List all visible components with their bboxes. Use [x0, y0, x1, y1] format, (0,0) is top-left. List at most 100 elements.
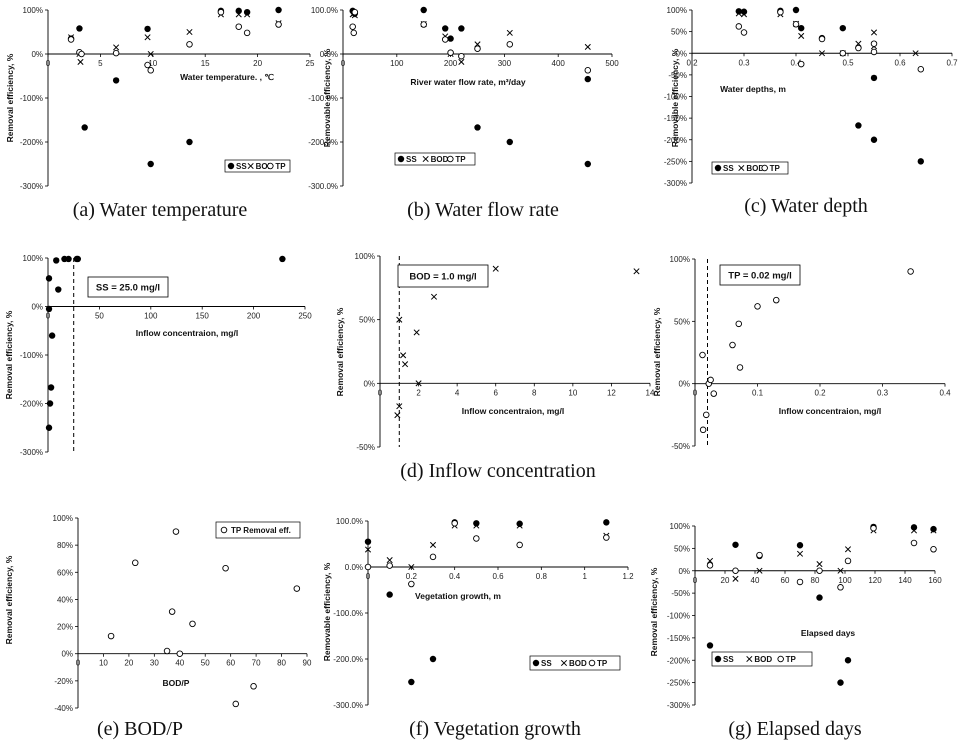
data-point [735, 8, 742, 15]
data-point [420, 21, 427, 28]
data-point [796, 542, 804, 549]
legend-label: TP [275, 162, 286, 171]
y-tick-label: 60% [57, 568, 73, 577]
x-tick-label: 200 [444, 59, 458, 68]
data-point [754, 303, 761, 310]
data-point [837, 567, 844, 574]
x-tick-label: 0.6 [894, 58, 906, 67]
data-point [506, 138, 513, 146]
x-tick-label: 140 [898, 576, 912, 585]
y-tick-label: -100% [20, 94, 43, 103]
data-point [492, 265, 499, 272]
legend-marker [746, 655, 753, 663]
y-tick-label: -300.0% [333, 701, 363, 710]
x-tick-label: 150 [196, 312, 210, 321]
x-tick-label: 60 [781, 576, 790, 585]
threshold-label: SS = 25.0 mg/l [96, 283, 160, 294]
data-point [394, 412, 401, 419]
data-point [45, 424, 53, 431]
data-point [474, 45, 481, 52]
x-tick-label: 30 [150, 659, 159, 668]
x-tick-label: 1.2 [622, 572, 634, 581]
y-axis-label: Removal efficiency, % [5, 53, 15, 142]
data-point [244, 11, 251, 18]
x-tick-label: 20 [721, 576, 730, 585]
legend-label: BOD [256, 162, 274, 171]
data-point [917, 158, 924, 165]
chart-b: -300.0% -200.0% -100.0% 0.0% 100.0% 0 100 200 30… [308, 6, 619, 221]
data-point [81, 124, 88, 131]
data-point [798, 32, 805, 40]
data-point [293, 585, 301, 592]
data-point [168, 608, 176, 615]
y-tick-label: -150% [667, 634, 690, 643]
x-tick-label: 120 [868, 576, 882, 585]
y-tick-label: 0% [678, 380, 690, 389]
data-point [732, 567, 739, 575]
data-point [797, 60, 805, 68]
x-tick-label: 0.3 [738, 58, 750, 67]
data-point [53, 257, 60, 264]
series-bod [394, 265, 640, 419]
data-point [396, 316, 403, 323]
data-point [912, 50, 919, 57]
data-point [773, 296, 780, 304]
y-tick-label: -50% [356, 443, 375, 452]
y-tick-label: -200% [20, 400, 43, 409]
legend-marker [227, 162, 235, 170]
legend-label: TP [597, 659, 608, 668]
legend-marker [714, 655, 722, 663]
x-tick-label: 0.5 [842, 58, 854, 67]
y-tick-label: 100% [355, 252, 375, 261]
y-axis-label: Removable efficiency, % [322, 562, 332, 661]
data-point [351, 8, 359, 16]
data-point [147, 50, 154, 58]
chart-c: -300% -250% -200% -150% -100% -50% 0% 50% 100% 0.… [664, 6, 958, 217]
x-tick-label: 0.3 [877, 389, 889, 398]
panel-caption: (e) BOD/P [97, 718, 183, 740]
data-point [855, 122, 862, 129]
y-tick-label: 50% [671, 28, 687, 37]
data-point [112, 49, 120, 57]
chart-a: -300% -200% -100% 0% 100% 0 5 10 15 20 25 Water tem… [5, 6, 315, 221]
x-tick-label: 0 [366, 572, 371, 581]
data-point [176, 650, 184, 657]
data-point [396, 403, 403, 410]
data-point [364, 546, 372, 553]
data-point [917, 66, 925, 73]
data-point [816, 567, 823, 575]
data-point [844, 557, 852, 565]
data-point [474, 124, 481, 131]
y-tick-label: -300% [664, 179, 687, 188]
data-point [113, 44, 120, 51]
data-point [447, 35, 454, 42]
y-tick-label: -100% [20, 351, 43, 360]
data-point [447, 49, 454, 56]
panel-caption: (d) Inflow concentration [400, 460, 595, 482]
series-bod [349, 10, 591, 65]
data-point [163, 647, 171, 655]
legend-marker [738, 164, 745, 172]
y-tick-label: 0% [31, 303, 43, 312]
legend-marker [267, 162, 274, 170]
y-tick-label: 100% [670, 522, 690, 531]
data-point [584, 67, 592, 74]
data-point [408, 563, 415, 571]
data-point [408, 580, 415, 588]
panel-caption: (c) Water depth [744, 195, 868, 217]
legend-label: SS [541, 659, 552, 668]
data-point [458, 52, 465, 60]
data-point [603, 519, 610, 526]
legend-label: BOD [746, 164, 764, 173]
y-tick-label: -40% [54, 704, 73, 713]
x-tick-label: 0 [341, 59, 346, 68]
data-point [796, 578, 804, 586]
series-tp [706, 524, 937, 591]
data-point [186, 41, 193, 48]
data-point [777, 8, 784, 16]
data-point [402, 361, 409, 368]
legend-box [529, 655, 621, 671]
y-tick-label: -100.0% [308, 94, 338, 103]
x-tick-label: 10 [568, 388, 577, 397]
y-tick-label: -300% [20, 448, 43, 457]
